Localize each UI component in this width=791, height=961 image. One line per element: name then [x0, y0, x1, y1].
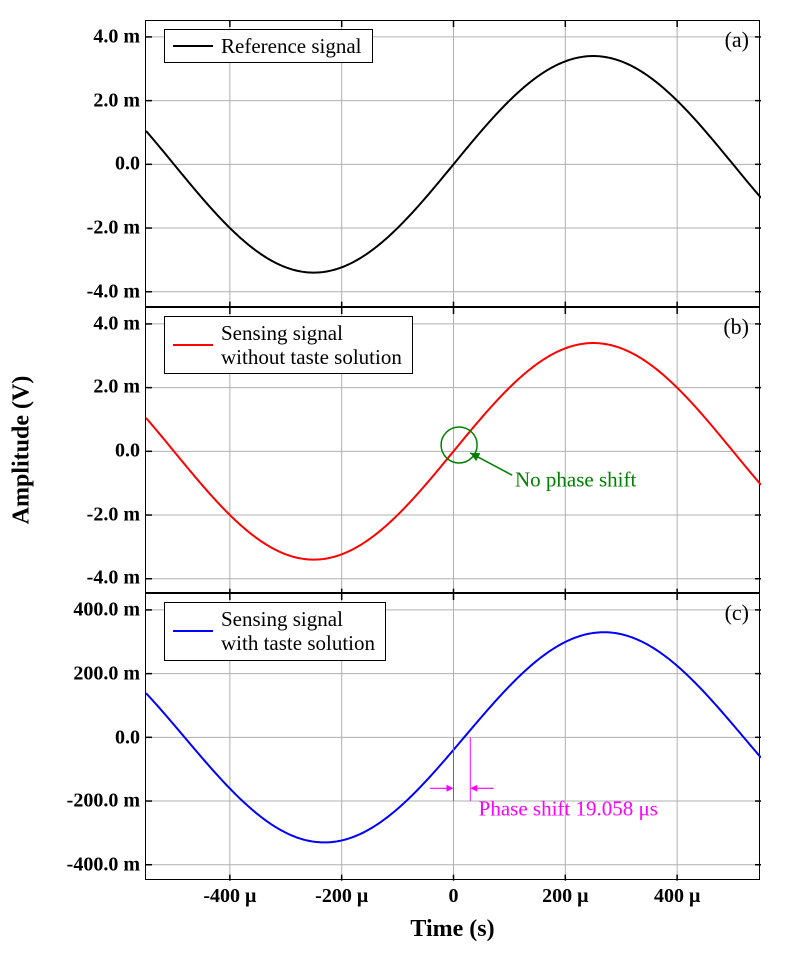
panel-b: -4.0 m-2.0 m0.02.0 m4.0 m(b)Sensing sign… [145, 307, 760, 594]
ytick-label: -4.0 m [87, 567, 140, 590]
legend-line [173, 630, 213, 632]
xtick-label: -200 μ [315, 885, 368, 908]
panel-label: (a) [725, 27, 749, 53]
ytick-label: 0.0 [115, 726, 140, 749]
ytick-label: -400.0 m [67, 854, 140, 877]
ytick-label: 2.0 m [93, 89, 140, 112]
legend-line [173, 344, 213, 346]
ytick-label: 4.0 m [93, 25, 140, 48]
panel-c: -400.0 m-200.0 m0.0200.0 m400.0 m-400 μ-… [145, 593, 760, 880]
ytick-label: -4.0 m [87, 280, 140, 303]
xtick-label: 400 μ [654, 885, 700, 908]
legend-text: Reference signal [221, 34, 362, 58]
panel-label: (b) [723, 314, 749, 340]
y-axis-label: Amplitude (V) [9, 376, 36, 525]
ytick-label: 400.0 m [73, 599, 140, 622]
annotation-text: No phase shift [515, 467, 636, 492]
annotation-text: Phase shift 19.058 μs [479, 797, 658, 822]
ytick-label: -2.0 m [87, 503, 140, 526]
panel-a: -4.0 m-2.0 m0.02.0 m4.0 m(a)Reference si… [145, 20, 760, 307]
legend: Sensing signal with taste solution [164, 602, 386, 660]
ytick-label: 0.0 [115, 439, 140, 462]
ytick-label: -2.0 m [87, 217, 140, 240]
x-axis-label: Time (s) [410, 916, 494, 943]
figure: Amplitude (V) Time (s) -4.0 m-2.0 m0.02.… [0, 0, 791, 961]
ytick-label: 0.0 [115, 153, 140, 176]
legend-line [173, 45, 213, 47]
xtick-label: 0 [449, 885, 459, 908]
ytick-label: 4.0 m [93, 312, 140, 335]
panel-label: (c) [725, 600, 749, 626]
legend-text: Sensing signal with taste solution [221, 607, 375, 655]
ytick-label: 200.0 m [73, 662, 140, 685]
xtick-label: -400 μ [203, 885, 256, 908]
legend: Reference signal [164, 29, 373, 63]
legend: Sensing signal without taste solution [164, 316, 413, 374]
ytick-label: -200.0 m [67, 790, 140, 813]
ytick-label: 2.0 m [93, 376, 140, 399]
xtick-label: 200 μ [542, 885, 588, 908]
legend-text: Sensing signal without taste solution [221, 321, 402, 369]
